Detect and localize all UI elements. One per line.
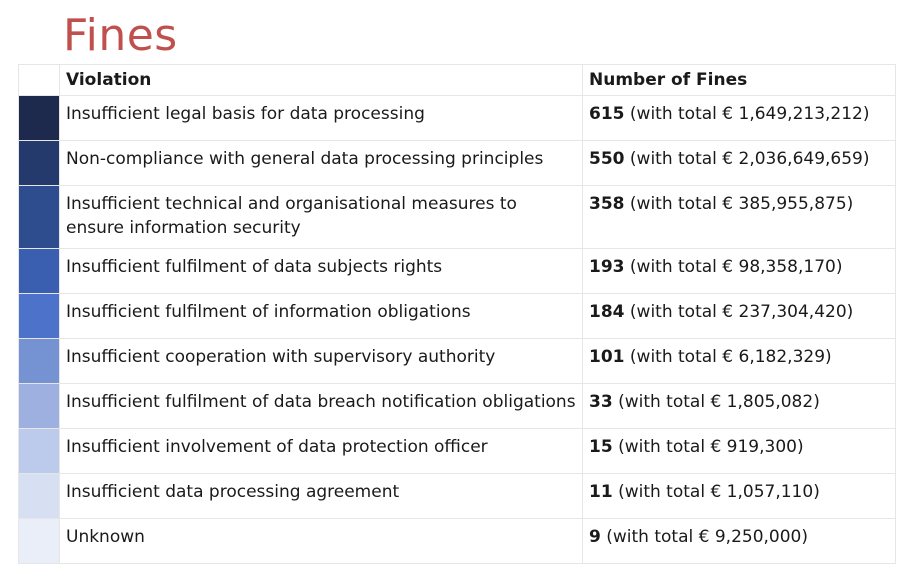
color-swatch (18, 95, 60, 141)
fines-count: 550 (589, 149, 625, 169)
color-swatch-fill (19, 96, 59, 140)
color-swatch (18, 185, 60, 249)
color-swatch (18, 248, 60, 294)
fines-total: (with total € 919,300) (612, 437, 804, 457)
fines-cell: 358 (with total € 385,955,875) (582, 185, 896, 249)
color-swatch-fill (19, 339, 59, 383)
violation-cell: Insufficient fulfilment of data subjects… (59, 248, 583, 294)
fines-total: (with total € 385,955,875) (624, 194, 854, 214)
fines-table: Violation Number of Fines Insufficient l… (18, 64, 896, 564)
color-swatch-fill (19, 249, 59, 293)
table-row: Insufficient fulfilment of data breach n… (18, 383, 896, 429)
fines-count: 101 (589, 347, 625, 367)
color-swatch-fill (19, 186, 59, 248)
color-swatch (18, 428, 60, 474)
table-row: Insufficient fulfilment of information o… (18, 293, 896, 339)
fines-cell: 193 (with total € 98,358,170) (582, 248, 896, 294)
violation-cell: Insufficient fulfilment of data breach n… (59, 383, 583, 429)
color-swatch-fill (19, 294, 59, 338)
fines-cell: 101 (with total € 6,182,329) (582, 338, 896, 384)
table-row: Insufficient data processing agreement 1… (18, 473, 896, 519)
table-row: Insufficient technical and organisationa… (18, 185, 896, 249)
color-swatch-fill (19, 429, 59, 473)
color-swatch (18, 293, 60, 339)
fines-count: 358 (589, 194, 625, 214)
violation-cell: Insufficient cooperation with supervisor… (59, 338, 583, 384)
violation-cell: Insufficient technical and organisationa… (59, 185, 583, 249)
swatch-column-header (18, 64, 60, 96)
table-row: Insufficient involvement of data protect… (18, 428, 896, 474)
table-row: Insufficient cooperation with supervisor… (18, 338, 896, 384)
color-swatch-fill (19, 474, 59, 518)
violation-cell: Insufficient fulfilment of information o… (59, 293, 583, 339)
fines-total: (with total € 1,057,110) (612, 482, 820, 502)
table-row: Unknown 9 (with total € 9,250,000) (18, 518, 896, 564)
violation-cell: Unknown (59, 518, 583, 564)
fines-count: 11 (589, 482, 613, 502)
fines-total: (with total € 6,182,329) (624, 347, 832, 367)
violation-cell: Non-compliance with general data process… (59, 140, 583, 186)
color-swatch-fill (19, 519, 59, 563)
table-header-row: Violation Number of Fines (18, 64, 896, 96)
violation-column-header: Violation (59, 64, 583, 96)
table-row: Non-compliance with general data process… (18, 140, 896, 186)
color-swatch (18, 383, 60, 429)
table-row: Insufficient legal basis for data proces… (18, 95, 896, 141)
color-swatch-fill (19, 384, 59, 428)
color-swatch (18, 338, 60, 384)
violation-cell: Insufficient legal basis for data proces… (59, 95, 583, 141)
fines-total: (with total € 98,358,170) (624, 257, 843, 277)
violation-cell: Insufficient data processing agreement (59, 473, 583, 519)
color-swatch (18, 518, 60, 564)
fines-total: (with total € 1,649,213,212) (624, 104, 870, 124)
fines-cell: 9 (with total € 9,250,000) (582, 518, 896, 564)
fines-total: (with total € 237,304,420) (624, 302, 854, 322)
fines-count: 33 (589, 392, 613, 412)
fines-count: 15 (589, 437, 613, 457)
violation-cell: Insufficient involvement of data protect… (59, 428, 583, 474)
fines-cell: 550 (with total € 2,036,649,659) (582, 140, 896, 186)
color-swatch (18, 140, 60, 186)
fines-cell: 15 (with total € 919,300) (582, 428, 896, 474)
fines-cell: 33 (with total € 1,805,082) (582, 383, 896, 429)
fines-total: (with total € 1,805,082) (612, 392, 820, 412)
table-row: Insufficient fulfilment of data subjects… (18, 248, 896, 294)
fines-count: 615 (589, 104, 625, 124)
fines-column-header: Number of Fines (582, 64, 896, 96)
fines-total: (with total € 2,036,649,659) (624, 149, 870, 169)
fines-count: 184 (589, 302, 625, 322)
fines-count: 9 (589, 527, 601, 547)
page-title: Fines (63, 10, 178, 61)
fines-cell: 184 (with total € 237,304,420) (582, 293, 896, 339)
fines-count: 193 (589, 257, 625, 277)
fines-cell: 615 (with total € 1,649,213,212) (582, 95, 896, 141)
color-swatch (18, 473, 60, 519)
fines-total: (with total € 9,250,000) (600, 527, 808, 547)
fines-cell: 11 (with total € 1,057,110) (582, 473, 896, 519)
color-swatch-fill (19, 141, 59, 185)
